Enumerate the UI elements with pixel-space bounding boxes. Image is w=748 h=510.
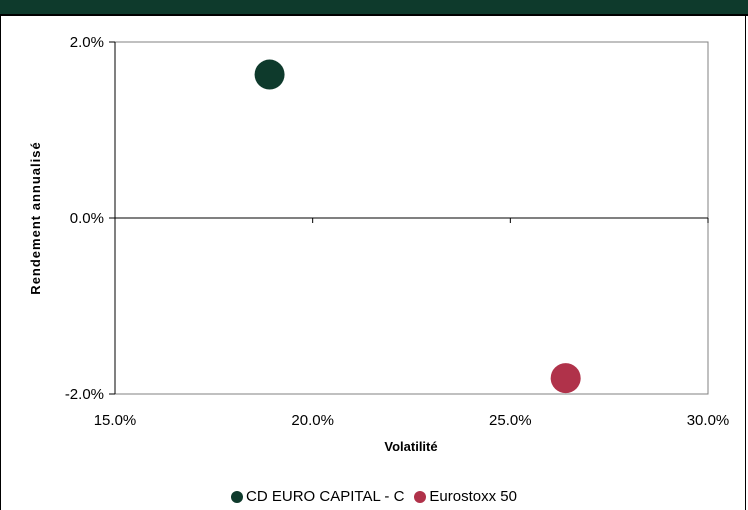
x-tick-label: 25.0% — [489, 412, 532, 429]
point-cd-euro-capital — [254, 59, 285, 90]
legend: CD EURO CAPITAL - C Eurostoxx 50 — [0, 488, 748, 505]
legend-label-cd-euro-capital: CD EURO CAPITAL - C — [246, 488, 405, 505]
data-points — [254, 59, 581, 394]
legend-marker-cd-euro-capital — [231, 490, 244, 503]
x-tick-label: 20.0% — [291, 412, 334, 429]
tick-labels: 15.0% 20.0% 25.0% 30.0% 2.0% 0.0% -2.0% — [65, 34, 729, 429]
x-axis-title: Volatilité — [384, 439, 437, 454]
axes — [109, 41, 709, 395]
point-eurostoxx — [550, 363, 581, 394]
x-tick-label: 15.0% — [94, 412, 137, 429]
y-axis-title: Rendement annualisé — [28, 141, 43, 294]
legend-item-cd-euro-capital: CD EURO CAPITAL - C — [231, 488, 404, 505]
y-tick-label: -2.0% — [65, 386, 104, 403]
x-tick-label: 30.0% — [687, 412, 730, 429]
legend-label-eurostoxx: Eurostoxx 50 — [429, 488, 517, 505]
y-tick-label: 2.0% — [70, 34, 104, 51]
scatter-chart: 15.0% 20.0% 25.0% 30.0% 2.0% 0.0% -2.0% Volati… — [28, 34, 729, 454]
legend-item-eurostoxx: Eurostoxx 50 — [414, 488, 517, 505]
header-band — [0, 0, 748, 16]
legend-marker-eurostoxx — [414, 490, 427, 503]
y-tick-label: 0.0% — [70, 210, 104, 227]
